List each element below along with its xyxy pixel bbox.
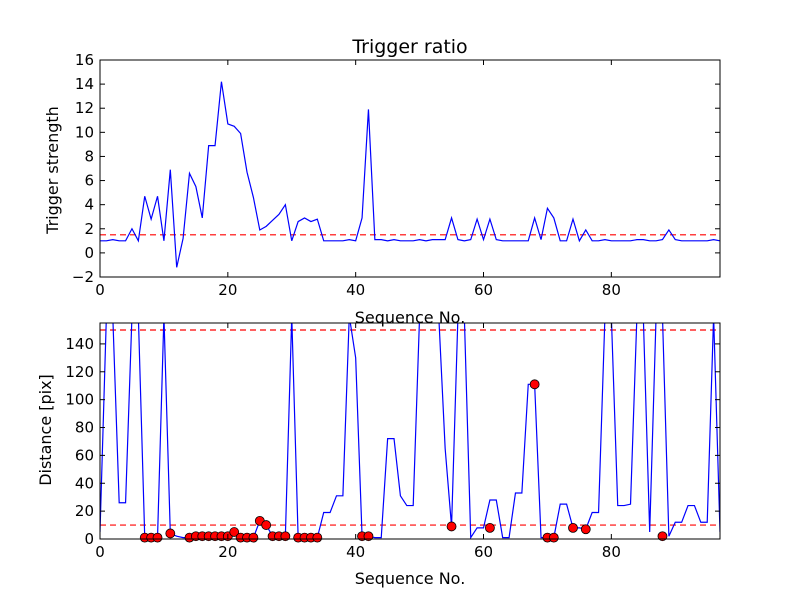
x-tick-label: 40: [346, 543, 365, 561]
marker-point: [363, 531, 374, 542]
marker-point: [165, 528, 176, 539]
marker-point: [280, 531, 291, 542]
y-tick-label: 0: [84, 530, 94, 548]
marker-point: [484, 522, 495, 533]
x-tick-label: 20: [218, 543, 237, 561]
y-tick-label: 10: [75, 123, 94, 141]
marker-point: [248, 532, 259, 543]
marker-point: [312, 532, 323, 543]
y-tick-label: 20: [75, 502, 94, 520]
marker-point: [229, 527, 240, 537]
axes-frame: [99, 59, 721, 278]
marker-point: [568, 522, 578, 533]
y-tick-label: 2: [84, 220, 94, 238]
marker-point: [529, 379, 540, 390]
top-chart-xlabel: Sequence No.: [355, 308, 466, 327]
y-tick-label: 12: [75, 99, 94, 117]
marker-point: [657, 531, 668, 542]
y-tick-label: 60: [75, 446, 94, 464]
y-tick-label: 8: [84, 147, 94, 165]
marker-point: [580, 524, 591, 535]
marker-point: [548, 532, 559, 543]
x-tick-label: 40: [346, 281, 365, 299]
y-tick-label: 80: [75, 419, 94, 437]
top-chart-title: Trigger ratio: [351, 36, 467, 58]
top-chart-ylabel: Trigger strength: [43, 106, 62, 235]
y-tick-label: 16: [75, 51, 94, 69]
top-chart: Trigger ratio Trigger strength Sequence …: [43, 36, 721, 327]
marker-point: [261, 520, 272, 530]
marker-point: [152, 532, 163, 543]
bottom-chart-xlabel: Sequence No.: [355, 569, 466, 588]
x-tick-label: 60: [474, 543, 493, 561]
y-tick-label: 100: [65, 391, 94, 409]
y-tick-label: 14: [75, 75, 94, 93]
marker-point: [446, 521, 457, 532]
y-tick-label: 4: [84, 196, 94, 214]
x-tick-label: 80: [602, 543, 621, 561]
bottom-chart: Distance [pix] Sequence No. 0 20 40 60 80 0 20…: [36, 322, 721, 588]
series-line-0: [100, 81, 720, 268]
y-tick-label: 120: [65, 363, 94, 381]
x-tick-label: 60: [474, 281, 493, 299]
y-tick-label: 6: [84, 172, 94, 190]
y-tick-label: −2: [72, 268, 94, 286]
series-line-0: [100, 323, 720, 539]
plot-content: [100, 323, 720, 539]
y-tick-label: 140: [65, 335, 94, 353]
axes-frame: [99, 322, 721, 540]
x-tick-label: 80: [602, 281, 621, 299]
y-tick-label: 40: [75, 474, 94, 492]
x-tick-label: 0: [95, 543, 105, 561]
bottom-chart-ylabel: Distance [pix]: [36, 374, 55, 486]
x-tick-label: 0: [95, 281, 105, 299]
plot-content: [100, 81, 720, 268]
bottom-plot-area: 0 20 40 60 80 0 20 40 60 80 100 120 140: [65, 322, 721, 561]
y-tick-label: 0: [84, 244, 94, 262]
x-tick-label: 20: [218, 281, 237, 299]
